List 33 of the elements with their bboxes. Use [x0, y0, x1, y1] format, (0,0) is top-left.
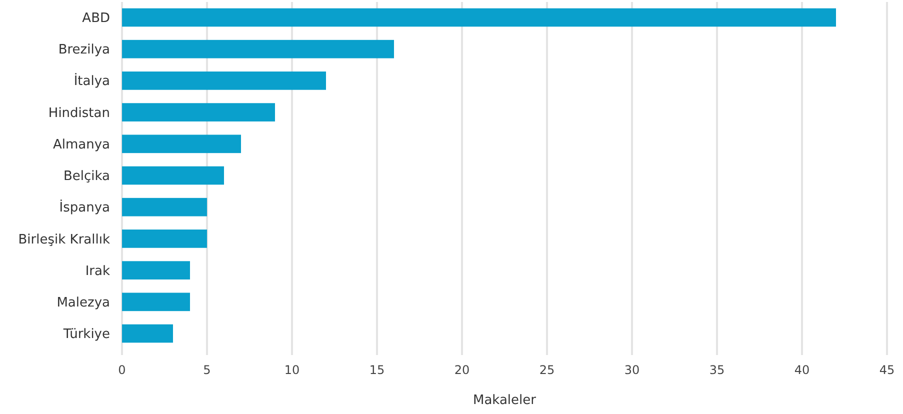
y-tick-label: Hindistan	[48, 106, 110, 121]
y-tick-label: Belçika	[63, 169, 110, 184]
y-tick-label: Malezya	[56, 295, 110, 310]
x-tick-label: 15	[369, 363, 385, 377]
y-tick-label: İspanya	[59, 200, 110, 216]
y-tick-label: Almanya	[52, 137, 110, 152]
bar	[122, 72, 326, 90]
bar	[122, 40, 394, 58]
x-tick-label: 5	[203, 363, 211, 377]
bar	[122, 134, 241, 154]
y-tick-label: Brezilya	[58, 42, 110, 58]
y-tick-label: Irak	[85, 264, 110, 279]
bar	[122, 8, 836, 27]
y-tick-label: İtalya	[74, 73, 110, 90]
bar	[122, 166, 224, 185]
bar	[122, 292, 190, 312]
y-tick-label: Birleşik Krallık	[18, 232, 110, 248]
x-axis-title: Makaleler	[472, 393, 537, 408]
x-tick-label: 0	[118, 363, 126, 377]
x-tick-label: 35	[709, 363, 725, 377]
bar	[122, 103, 275, 122]
x-tick-label: 20	[454, 363, 470, 377]
x-tick-label: 10	[284, 363, 300, 377]
y-tick-label: ABD	[82, 11, 110, 26]
x-tick-label: 30	[624, 363, 640, 377]
x-tick-label: 40	[794, 363, 810, 377]
bar	[122, 230, 207, 248]
y-tick-label: Türkiye	[62, 327, 110, 342]
x-tick-label: 25	[539, 363, 555, 377]
bar	[122, 324, 173, 343]
bar	[122, 198, 207, 216]
x-tick-label: 45	[879, 363, 895, 377]
bar	[122, 261, 190, 280]
